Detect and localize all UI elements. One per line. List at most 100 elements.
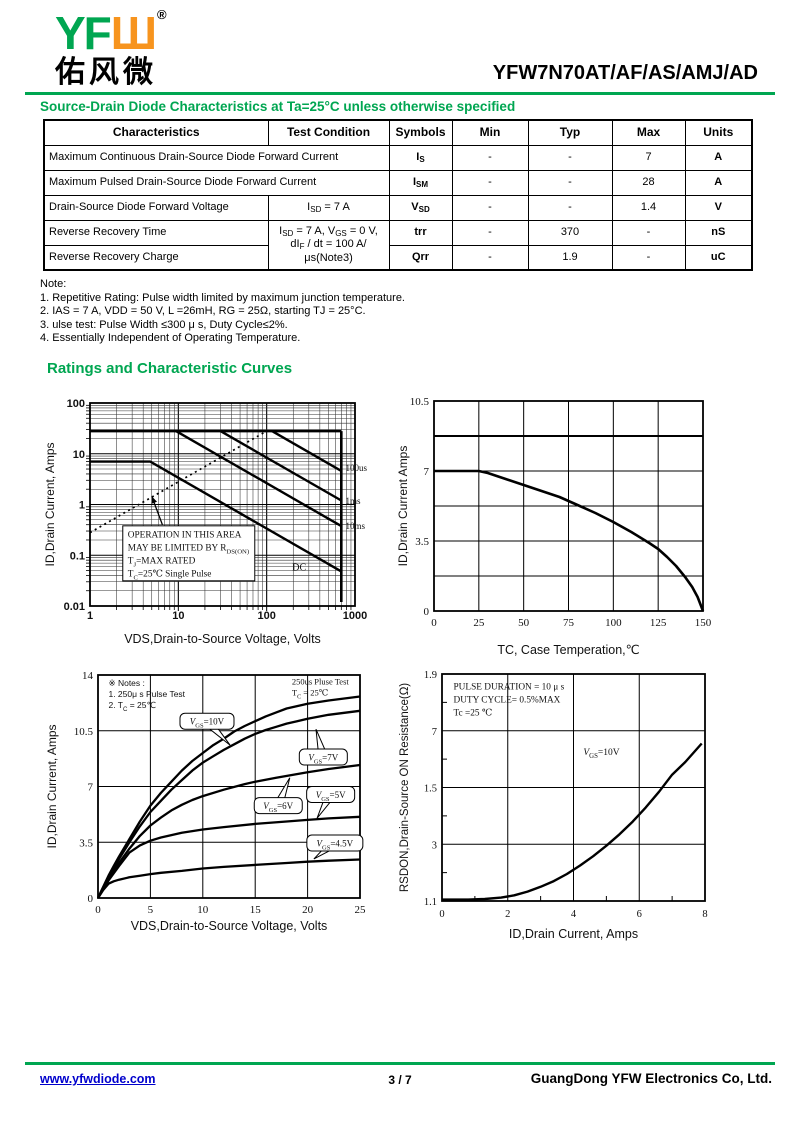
svg-text:0.01: 0.01 (64, 601, 85, 613)
svg-text:1.1: 1.1 (424, 897, 437, 908)
company-name: GuangDong YFW Electronics Co, Ltd. (530, 1071, 772, 1086)
table-header-min: Min (451, 119, 529, 146)
svg-text:ID,Drain Current, Amps: ID,Drain Current, Amps (43, 442, 57, 566)
table-cell: uC (684, 244, 753, 271)
svg-text:TC = 25℃: TC = 25℃ (292, 688, 328, 701)
note-line-4: 4. Essentially Independent of Operating … (40, 332, 301, 344)
table-header-max: Max (611, 119, 686, 146)
table-cell: 370 (527, 219, 613, 246)
svg-text:VGS=10V: VGS=10V (190, 717, 225, 730)
axes: 0 2 4 6 8 1.1 3 1.5 7 1.9 ID,Drain Current, Amps RS… (399, 670, 708, 941)
svg-text:50: 50 (518, 617, 530, 629)
svg-text:25: 25 (355, 904, 367, 916)
svg-text:20: 20 (302, 904, 314, 916)
rdson-limit-dotted-line (89, 431, 266, 534)
series (434, 469, 705, 612)
registered-trademark-icon: ® (157, 7, 167, 22)
table-cell: Maximum Pulsed Drain-Source Diode Forwar… (43, 169, 390, 196)
table-row: Maximum Pulsed Drain-Source Diode Forwar… (43, 169, 753, 196)
svg-text:7: 7 (424, 466, 430, 478)
svg-text:1: 1 (79, 500, 85, 512)
svg-text:1. 250μ s Pulse Test: 1. 250μ s Pulse Test (108, 689, 185, 699)
table-cell: Reverse Recovery Time (43, 219, 269, 246)
svg-text:2. TC = 25℃: 2. TC = 25℃ (108, 700, 156, 713)
series (442, 742, 703, 901)
table-cell: 1.4 (611, 194, 686, 221)
curve-label-bubble (306, 785, 356, 803)
table-cell: Qrr (388, 244, 453, 271)
table-cell: - (451, 194, 529, 221)
spec-table-wrap: Characteristics Test Condition Symbols Min T… (43, 119, 753, 271)
table-cell: A (684, 169, 753, 196)
svg-text:0.1: 0.1 (70, 550, 85, 562)
logo-chinese-text: 佑风微 (55, 56, 157, 89)
axes: 0 25 50 75 100 125 150 0 3.5 7 10.5 TC, Case Temper… (396, 396, 712, 657)
annotations: PULSE DURATION = 10 μ s DUTY CYCLE= 0.5%M… (454, 683, 620, 760)
soa-chart-svg: 1 10 100 1000 100 10 1 0.1 0.01 VDS,Drain-to-Sour… (43, 398, 367, 646)
svg-text:VDS,Drain-to-Source Voltage, V: VDS,Drain-to-Source Voltage, Volts (131, 919, 328, 933)
table-cell: Reverse Recovery Charge (43, 244, 269, 271)
table-header-symbols: Symbols (388, 119, 453, 146)
logo-w-glyph-icon: Ш (110, 7, 158, 59)
svg-text:VGS=6V: VGS=6V (263, 801, 293, 814)
svg-text:1.5: 1.5 (424, 784, 437, 795)
svg-text:10.5: 10.5 (74, 726, 94, 738)
svg-text:6: 6 (637, 909, 642, 920)
table-cell: 7 (611, 144, 686, 171)
table-cell: - (451, 244, 529, 271)
svg-text:ID,Drain Current, Amps: ID,Drain Current, Amps (509, 927, 638, 941)
svg-text:5: 5 (148, 904, 154, 916)
vgs-5v-curve (97, 815, 361, 899)
rdson-vs-id-chart-svg: 0 2 4 6 8 1.1 3 1.5 7 1.9 ID,Drain Current, Amps RS… (399, 670, 708, 941)
svg-text:10: 10 (197, 904, 209, 916)
page-number: 3 / 7 (388, 1073, 412, 1087)
svg-text:1: 1 (87, 610, 93, 622)
svg-text:RSDON,Drain-Source ON Resistan: RSDON,Drain-Source ON Resistance(Ω) (399, 683, 411, 892)
svg-text:※ Notes :: ※ Notes : (108, 678, 144, 688)
rdson-curve (442, 742, 703, 901)
svg-text:ID,Drain Current Amps: ID,Drain Current Amps (398, 446, 410, 567)
table-cell: - (451, 169, 529, 196)
svg-text:0: 0 (424, 606, 430, 618)
website-link[interactable]: www.yfwdiode.com (40, 1072, 156, 1086)
annotations: OPERATION IN THIS AREA MAY BE LIMITED BY … (122, 463, 367, 582)
pulse-1ms-line (219, 430, 342, 502)
note-line-3: 3. ulse test: Pulse Width ≤300 μ s, Duty… (40, 318, 288, 331)
output-characteristics-chart-svg: 0 5 10 15 20 25 0 3.5 7 10.5 14 VDS,Drain-to-Source… (45, 670, 367, 933)
id-derating-curve (434, 469, 705, 612)
svg-text:3.5: 3.5 (415, 536, 429, 548)
notes-title: Note: (40, 278, 67, 290)
table-header-row: Characteristics Test Condition Symbols Min T… (43, 119, 753, 146)
svg-text:15: 15 (250, 904, 262, 916)
table-cell: ISD = 7 A, VGS = 0 V, dIF / dt = 100 A/μs… (267, 219, 390, 271)
dc-limit-line (90, 460, 342, 573)
table-cell: trr (388, 219, 453, 246)
table-cell: ISM (388, 169, 453, 196)
table-cell: Maximum Continuous Drain-Source Diode Fo… (43, 144, 390, 171)
note-line-1: 1. Repetitive Rating: Pulse width limite… (40, 291, 405, 304)
id-vs-tc-chart-svg: 0 25 50 75 100 125 150 0 3.5 7 10.5 TC, Case Temper… (396, 396, 712, 657)
table-header-typ: Typ (527, 119, 613, 146)
svg-text:DC: DC (292, 563, 306, 574)
table-cell: V (684, 194, 753, 221)
svg-text:VGS=5V: VGS=5V (316, 790, 346, 803)
svg-text:25: 25 (473, 617, 485, 629)
series (96, 695, 361, 899)
svg-text:TJ=MAX RATED: TJ=MAX RATED (128, 556, 196, 568)
table-row: Drain-Source Diode Forward Voltage ISD = … (43, 194, 753, 221)
annotation-box (122, 525, 256, 582)
svg-text:10ms: 10ms (345, 521, 365, 531)
table-cell: - (611, 244, 686, 271)
svg-text:1000: 1000 (343, 610, 367, 622)
svg-text:100us: 100us (345, 463, 367, 473)
header-divider (25, 92, 775, 95)
table-cell: IS (388, 144, 453, 171)
table-header-characteristics: Characteristics (43, 119, 269, 146)
svg-text:3.5: 3.5 (79, 837, 93, 849)
id-vs-tc-chart: 0 25 50 75 100 125 150 0 3.5 7 10.5 TC, Case Temper… (396, 388, 760, 671)
source-drain-diode-table: Characteristics Test Condition Symbols Min T… (43, 119, 753, 271)
svg-text:125: 125 (650, 617, 667, 629)
svg-text:DUTY CYCLE= 0.5%MAX: DUTY CYCLE= 0.5%MAX (454, 696, 561, 706)
curve-label-bubble (306, 834, 364, 852)
